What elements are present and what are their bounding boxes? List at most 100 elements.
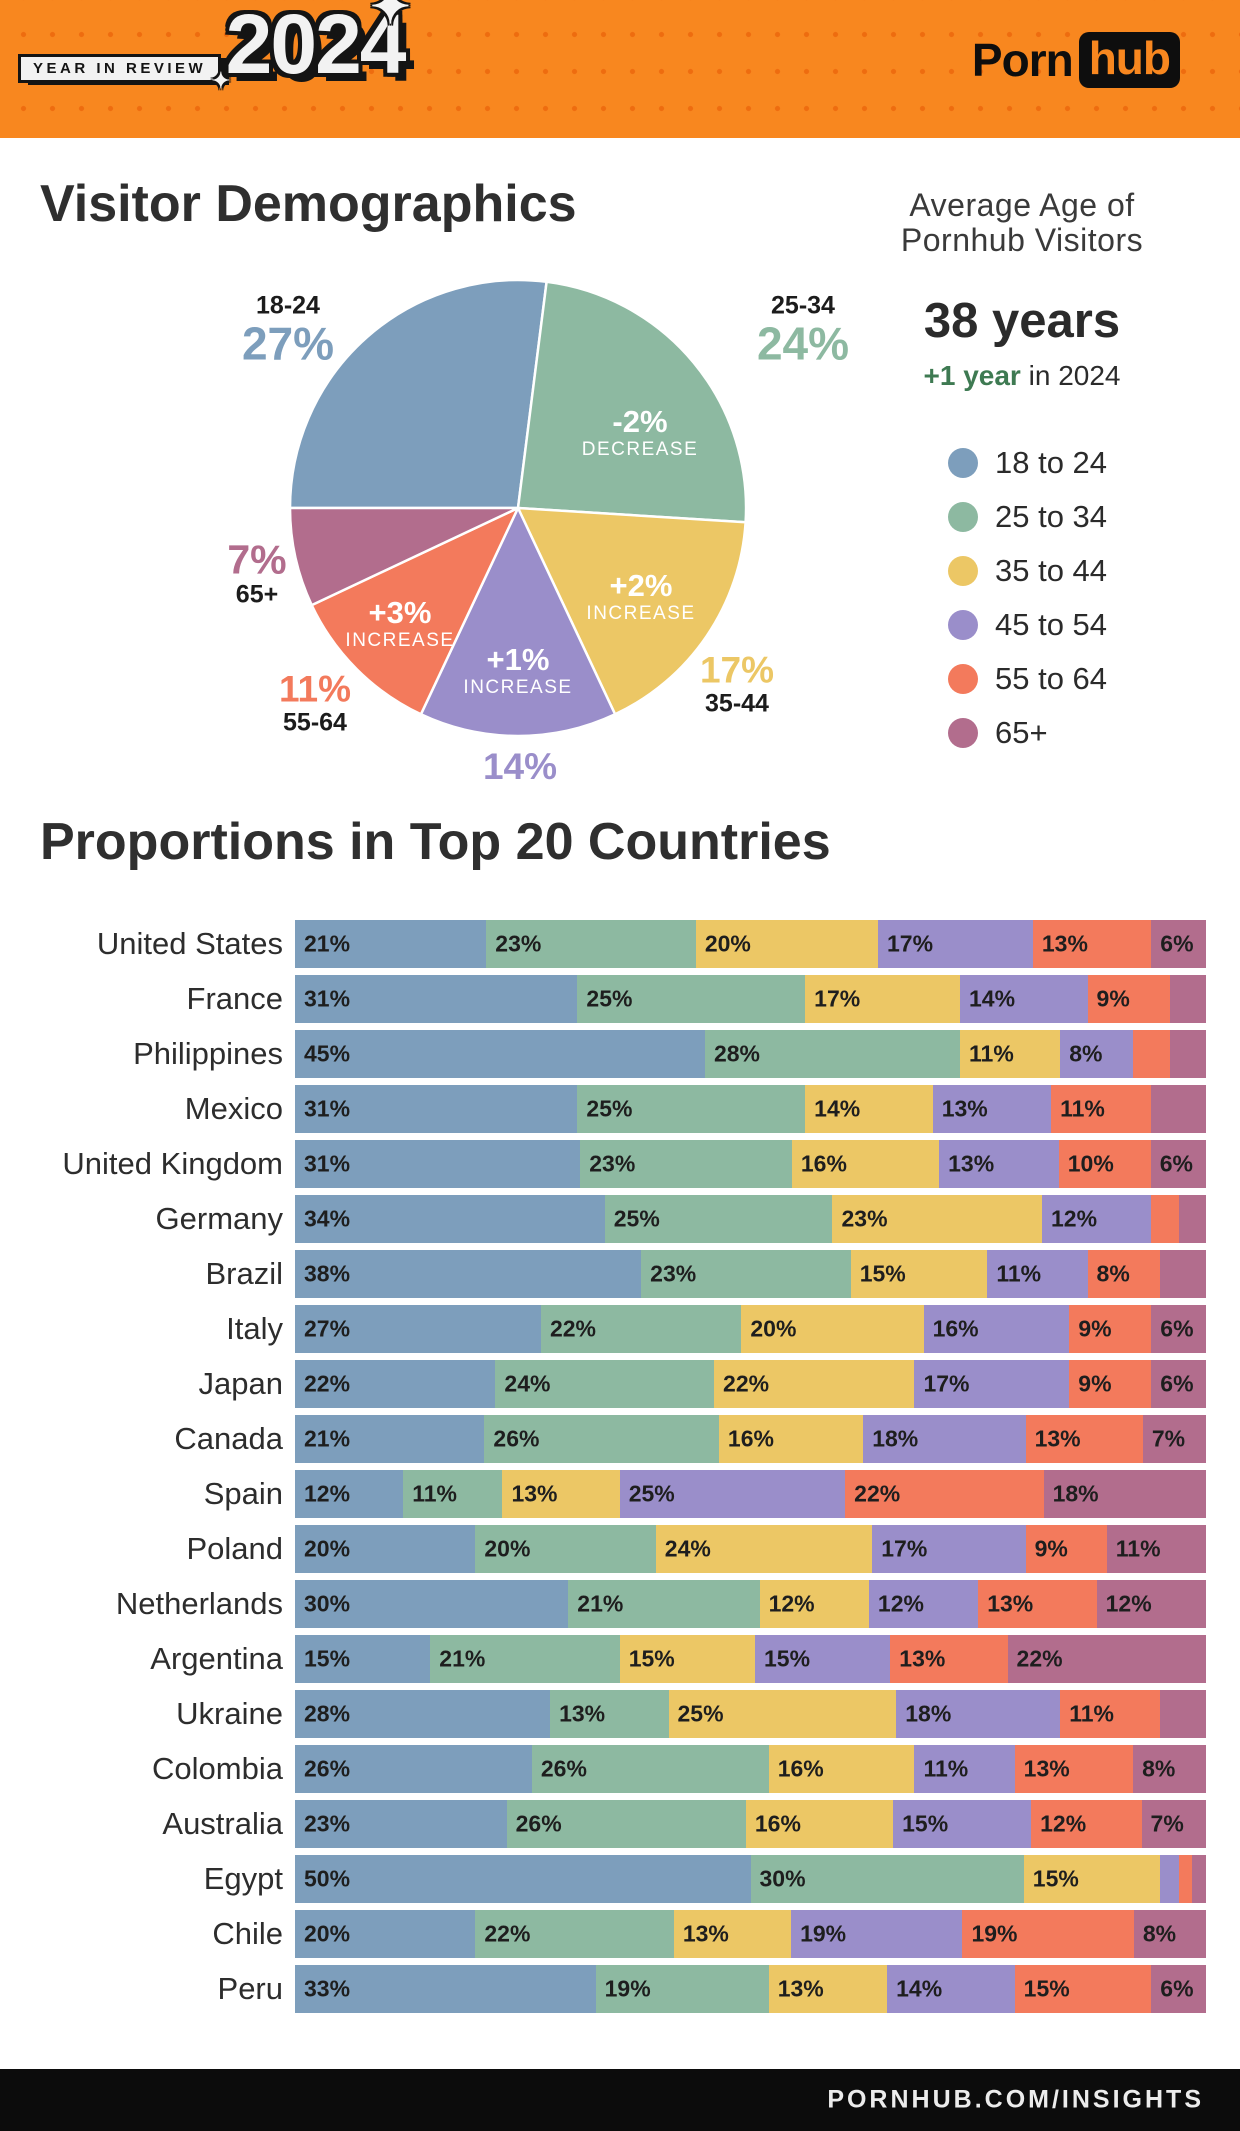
segment-value: 17% (881, 1535, 928, 1562)
segment-value: 30% (304, 1590, 351, 1617)
stacked-bar: 31% 25% 14% 13% 11% (295, 1085, 1206, 1133)
segment-value: 11% (969, 1040, 1014, 1067)
bar-segment-65+ (1178, 1195, 1206, 1243)
legend-item: 18 to 24 (948, 436, 1107, 490)
average-age-heading-line2: Pornhub Visitors (900, 222, 1144, 259)
segment-value: 15% (628, 1645, 675, 1672)
segment-value: 6% (1160, 1315, 1194, 1342)
year-in-review-logo: YEAR IN REVIEW 2024 ✦ ✦ (18, 0, 411, 92)
stacked-bar: 26% 26% 16% 11% 13% 8% (295, 1745, 1206, 1793)
segment-value: 23% (589, 1150, 636, 1177)
bar-segment-45-54: 15% (755, 1635, 891, 1683)
segment-value: 22% (854, 1480, 901, 1507)
segment-value: 6% (1159, 1150, 1193, 1177)
stacked-bar: 28% 13% 25% 18% 11% (295, 1690, 1206, 1738)
segment-value: 21% (577, 1590, 624, 1617)
segment-value: 20% (750, 1315, 797, 1342)
pie-slice-35-44 (516, 506, 747, 716)
age-share-value: 7% (227, 536, 287, 583)
footer-bar: PORNHUB.COM/INSIGHTS (0, 2069, 1240, 2131)
bar-segment-55-64: 10% (1058, 1140, 1151, 1188)
logo-year-2024: 2024 ✦ ✦ (212, 0, 411, 92)
pie-change-45-54: +1% INCREASE (463, 643, 572, 699)
brand-hub-text: hub (1078, 32, 1180, 88)
countries-section-title: Proportions in Top 20 Countries (40, 813, 831, 871)
segment-value: 16% (800, 1150, 847, 1177)
pie-slice-25-34 (516, 280, 748, 524)
stacked-bar: 34% 25% 23% 12% (295, 1195, 1206, 1243)
segment-value: 13% (682, 1920, 729, 1947)
segment-value: 13% (941, 1095, 988, 1122)
segment-value: 15% (764, 1645, 811, 1672)
segment-value: 25% (586, 985, 633, 1012)
country-row: Mexico 31% 25% 14% 13% 11% (0, 1085, 1240, 1133)
pie-label-35-44: 17% 35-44 (700, 650, 774, 718)
country-label: United States (96, 926, 283, 961)
segment-value: 22% (304, 1370, 351, 1397)
bar-segment-45-54: 13% (939, 1140, 1059, 1188)
segment-value: 9% (1096, 985, 1130, 1012)
bar-segment-65+ (1192, 1855, 1206, 1903)
bar-segment-18-24: 20% (295, 1525, 476, 1573)
stacked-bar: 31% 25% 17% 14% 9% (295, 975, 1206, 1023)
stacked-bar: 22% 24% 22% 17% 9% 6% (295, 1360, 1206, 1408)
bar-segment-18-24: 30% (295, 1580, 569, 1628)
legend-label: 45 to 54 (995, 607, 1108, 642)
bar-segment-45-54: 14% (887, 1965, 1015, 2013)
bar-segment-25-34: 11% (403, 1470, 503, 1518)
bar-segment-45-54: 12% (1042, 1195, 1152, 1243)
segment-value: 45% (304, 1040, 351, 1067)
pie-change-35-44: +2% INCREASE (586, 569, 695, 625)
bar-segment-55-64: 9% (1069, 1360, 1152, 1408)
stacked-bar: 15% 21% 15% 15% 13% 22% (295, 1635, 1206, 1683)
bar-segment-55-64: 9% (1025, 1525, 1107, 1573)
segment-value: 31% (304, 1150, 351, 1177)
stacked-bar: 20% 20% 24% 17% 9% 11% (295, 1525, 1206, 1573)
pie-change-25-34: -2% DECREASE (582, 405, 699, 461)
change-badge: +1 year (923, 360, 1021, 391)
legend-label: 55 to 64 (995, 661, 1108, 696)
bar-segment-45-54: 11% (914, 1745, 1015, 1793)
stacked-bar: 38% 23% 15% 11% 8% (295, 1250, 1206, 1298)
bar-segment-65+: 6% (1151, 920, 1206, 968)
country-label: Argentina (150, 1641, 283, 1676)
bar-segment-25-34: 26% (484, 1415, 719, 1463)
segment-value: 12% (1051, 1205, 1098, 1232)
pie-label-55-64: 11% 55-64 (278, 668, 352, 737)
segment-value: 22% (1016, 1645, 1063, 1672)
bar-segment-45-54: 11% (987, 1250, 1088, 1298)
bar-segment-35-44: 25% (668, 1690, 897, 1738)
country-label: Poland (186, 1531, 283, 1566)
stacked-bar: 31% 23% 16% 13% 10% 6% (295, 1140, 1206, 1188)
bar-segment-35-44: 20% (695, 920, 878, 968)
stacked-bar: 50% 30% 15% (295, 1855, 1206, 1903)
bar-segment-18-24: 31% (295, 975, 578, 1023)
country-label: Canada (174, 1421, 283, 1456)
bar-segment-35-44: 16% (745, 1800, 894, 1848)
segment-value: 14% (814, 1095, 861, 1122)
bar-segment-55-64: 13% (1014, 1745, 1134, 1793)
bar-segment-25-34: 21% (568, 1580, 760, 1628)
change-value: -2% (612, 404, 668, 440)
pie-slice-55-64 (310, 506, 520, 716)
bar-segment-35-44: 17% (805, 975, 961, 1023)
bar-segment-25-34: 22% (475, 1910, 674, 1958)
bar-segment-18-24: 50% (295, 1855, 751, 1903)
bar-segment-35-44: 13% (673, 1910, 792, 1958)
legend-label: 35 to 44 (995, 553, 1108, 588)
bar-segment-55-64: 12% (1031, 1800, 1142, 1848)
country-label: Mexico (184, 1091, 283, 1126)
segment-value: 25% (677, 1700, 724, 1727)
age-share-value: 11% (278, 668, 352, 710)
logo-year-text: 2024 (225, 0, 407, 91)
country-row: United States 21% 23% 20% 17% 13% 6% (0, 920, 1240, 968)
segment-value: 21% (439, 1645, 486, 1672)
segment-value: 13% (987, 1590, 1034, 1617)
segment-value: 6% (1160, 1370, 1194, 1397)
legend-dot-icon (948, 664, 978, 694)
segment-value: 22% (549, 1315, 597, 1342)
country-row: Spain 12% 11% 13% 25% 22% 18% (0, 1470, 1240, 1518)
change-value: +3% (368, 595, 432, 631)
pie-slice-18-24 (288, 278, 548, 510)
